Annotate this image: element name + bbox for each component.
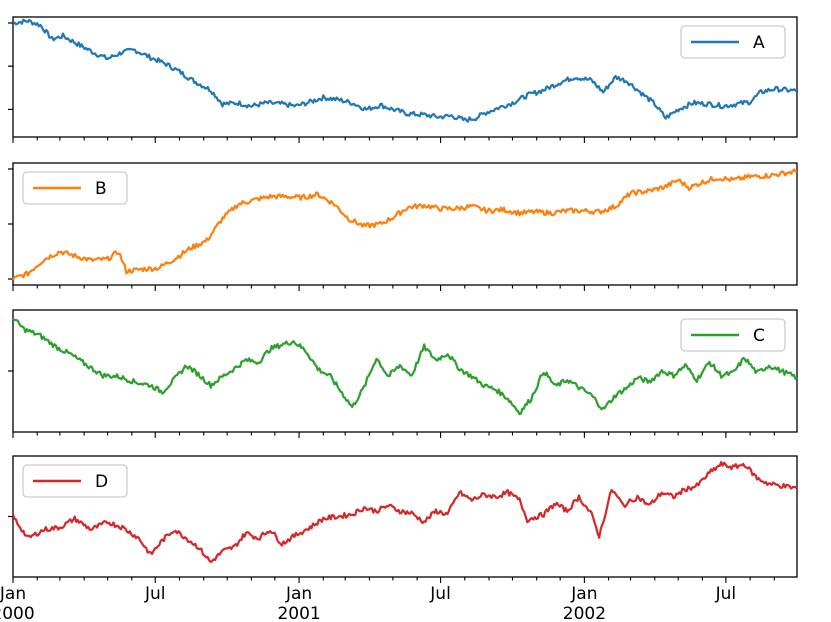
axes-frame — [12, 162, 798, 286]
x-tick-label: Jul — [715, 584, 737, 604]
x-tick-year-label: 2000 — [0, 604, 35, 622]
subplot-d: D — [8, 455, 798, 583]
x-tick-label: Jan — [285, 584, 312, 604]
x-tick-label: Jan — [0, 584, 26, 604]
legend-label: B — [95, 179, 107, 199]
x-tick-year-label: 2002 — [563, 604, 606, 622]
legend-label: C — [753, 326, 765, 346]
legend-label: D — [95, 472, 108, 492]
series-line-d — [11, 461, 798, 563]
legend-c: C — [680, 318, 786, 352]
legend-d: D — [22, 464, 128, 498]
legend-label: A — [753, 33, 765, 53]
x-tick-year-label: 2001 — [277, 604, 320, 622]
series-line-c — [12, 318, 798, 416]
legend-a: A — [680, 25, 786, 59]
subplot-c: C — [8, 309, 798, 438]
series-line-a — [12, 18, 798, 123]
x-tick-label: Jul — [144, 584, 166, 604]
legend-b: B — [22, 171, 128, 205]
x-tick-label: Jul — [429, 584, 451, 604]
series-line-b — [12, 168, 798, 281]
x-tick-label: Jan — [570, 584, 597, 604]
axes-frame — [12, 455, 798, 578]
subplot-b: B — [8, 162, 798, 291]
subplot-a: A — [8, 16, 798, 143]
axes-frame — [12, 16, 798, 138]
